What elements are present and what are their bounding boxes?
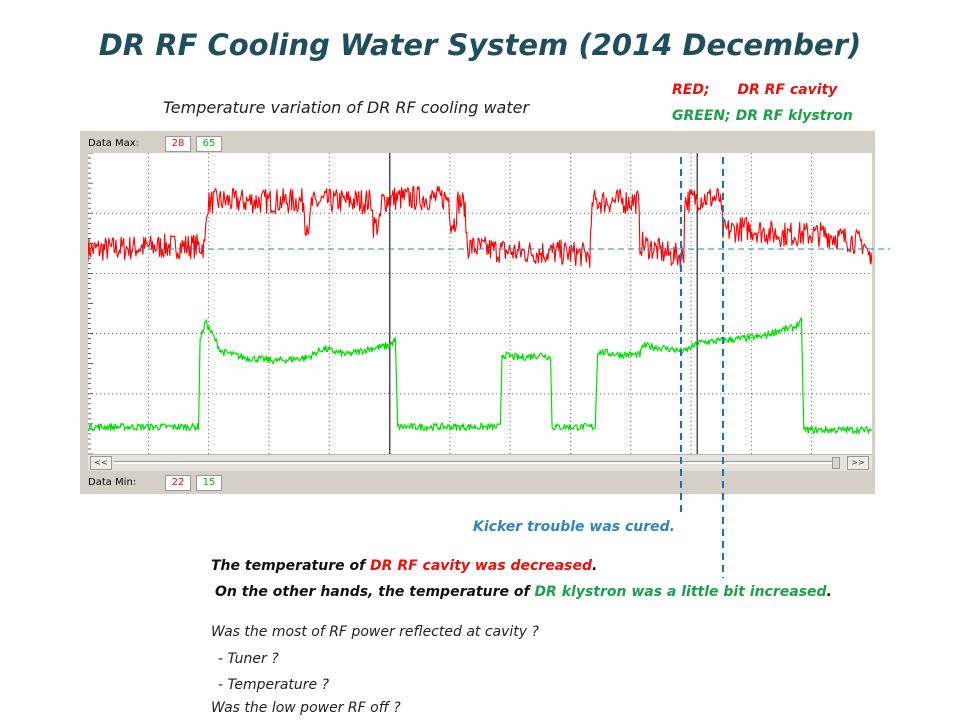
question-3: - Temperature ? [218, 677, 330, 693]
note-line-2: On the other hands, the temperature of D… [215, 584, 832, 600]
note-2-highlight: DR klystron was a little bit increased [534, 584, 827, 600]
legend-red: RED; DR RF cavity [672, 82, 837, 98]
scroll-right-button[interactable]: >> [847, 456, 869, 470]
legend-red-name: DR RF cavity [737, 82, 838, 98]
note-2-prefix: On the other hands, the temperature of [215, 584, 535, 600]
plot-grid [88, 153, 872, 454]
note-1-highlight: DR RF cavity was decreased [370, 558, 593, 574]
legend-green-key: GREEN; [672, 108, 731, 124]
data-max-label: Data Max: [88, 138, 140, 149]
note-2-suffix: . [826, 584, 832, 600]
data-max-red-value: 28 [165, 136, 191, 152]
legend-red-key: RED; [672, 82, 710, 98]
data-min-label: Data Min: [88, 477, 137, 488]
series-cavity-line [88, 185, 872, 269]
question-4: Was the low power RF off ? [211, 700, 401, 716]
question-1: Was the most of RF power reflected at ca… [211, 624, 539, 640]
chart-subtitle: Temperature variation of DR RF cooling w… [163, 98, 530, 117]
legend-green: GREEN; DR RF klystron [672, 108, 853, 124]
note-1-prefix: The temperature of [211, 558, 371, 574]
scroll-track[interactable] [114, 461, 838, 464]
horizontal-scrollbar[interactable]: << >> [88, 454, 872, 471]
scroll-left-button[interactable]: << [90, 456, 112, 470]
scroll-thumb[interactable] [832, 457, 840, 469]
note-1-suffix: . [592, 558, 598, 574]
note-line-1: The temperature of DR RF cavity was decr… [211, 558, 597, 574]
series-klystron-line [88, 317, 872, 435]
data-min-green-value: 15 [196, 475, 222, 491]
legend-green-name: DR RF klystron [735, 108, 853, 124]
data-min-red-value: 22 [165, 475, 191, 491]
data-max-green-value: 65 [196, 136, 222, 152]
plot-series [88, 185, 872, 435]
slide-title: DR RF Cooling Water System (2014 Decembe… [98, 28, 862, 62]
question-2: - Tuner ? [218, 651, 279, 667]
kicker-note: Kicker trouble was cured. [473, 519, 675, 535]
plot-area [88, 153, 872, 454]
